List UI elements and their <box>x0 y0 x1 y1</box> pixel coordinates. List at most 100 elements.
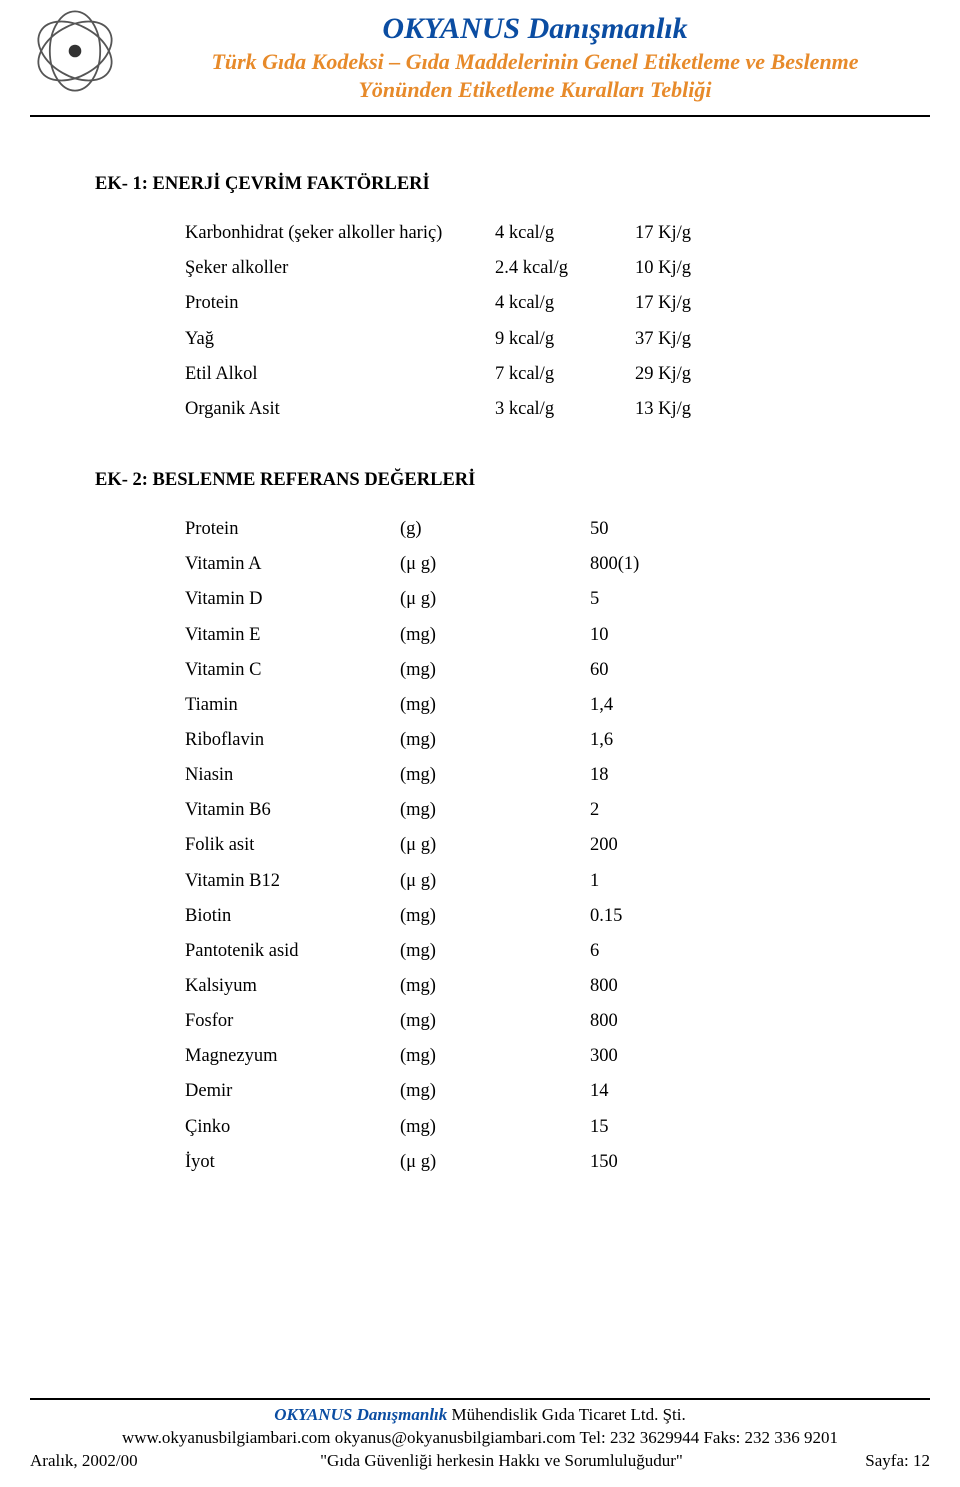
logo-icon <box>30 6 120 96</box>
row-kcal: 2.4 kcal/g <box>495 251 635 286</box>
row-label: Fosfor <box>185 1004 400 1039</box>
row-kj: 37 Kj/g <box>635 322 775 357</box>
row-label: Çinko <box>185 1110 400 1145</box>
row-label: Vitamin B12 <box>185 864 400 899</box>
row-unit: (mg) <box>400 934 590 969</box>
row-unit: (mg) <box>400 1004 590 1039</box>
row-label: Magnezyum <box>185 1039 400 1074</box>
row-unit: (mg) <box>400 758 590 793</box>
row-label: Protein <box>185 286 495 321</box>
row-value: 60 <box>590 653 730 688</box>
row-value: 300 <box>590 1039 730 1074</box>
table-row: Organik Asit 3 kcal/g 13 Kj/g <box>185 392 865 427</box>
row-label: Protein <box>185 512 400 547</box>
table-row: Tiamin(mg)1,4 <box>185 688 865 723</box>
row-label: Demir <box>185 1074 400 1109</box>
footer-contact: www.okyanusbilgiambari.com okyanus@okyan… <box>0 1427 960 1450</box>
table-row: Kalsiyum(mg)800 <box>185 969 865 1004</box>
row-label: Organik Asit <box>185 392 495 427</box>
table-row: Etil Alkol 7 kcal/g 29 Kj/g <box>185 357 865 392</box>
row-unit: (mg) <box>400 1039 590 1074</box>
row-label: Etil Alkol <box>185 357 495 392</box>
table-row: Şeker alkoller 2.4 kcal/g 10 Kj/g <box>185 251 865 286</box>
header-top: OKYANUS Danışmanlık Türk Gıda Kodeksi – … <box>30 10 930 103</box>
header-text: OKYANUS Danışmanlık Türk Gıda Kodeksi – … <box>140 10 930 103</box>
row-label: Karbonhidrat (şeker alkoller hariç) <box>185 216 495 251</box>
table-row: Folik asit(μ g)200 <box>185 828 865 863</box>
footer-company-suffix: Mühendislik Gıda Ticaret Ltd. Şti. <box>447 1405 685 1424</box>
page-footer: OKYANUS Danışmanlık Mühendislik Gıda Tic… <box>0 1398 960 1473</box>
table-row: Magnezyum(mg)300 <box>185 1039 865 1074</box>
row-kj: 29 Kj/g <box>635 357 775 392</box>
nutrition-reference-table: Protein(g)50 Vitamin A(μ g)800(1) Vitami… <box>185 512 865 1180</box>
row-label: Biotin <box>185 899 400 934</box>
row-label: Folik asit <box>185 828 400 863</box>
row-label: Vitamin E <box>185 618 400 653</box>
table-row: Vitamin B6(mg)2 <box>185 793 865 828</box>
table-row: İyot(μ g)150 <box>185 1145 865 1180</box>
row-kcal: 7 kcal/g <box>495 357 635 392</box>
footer-date: Aralık, 2002/00 <box>30 1450 138 1473</box>
footer-brand: OKYANUS Danışmanlık <box>274 1405 447 1424</box>
row-label: Tiamin <box>185 688 400 723</box>
page-header: OKYANUS Danışmanlık Türk Gıda Kodeksi – … <box>0 0 960 109</box>
row-label: Şeker alkoller <box>185 251 495 286</box>
row-unit: (mg) <box>400 969 590 1004</box>
footer-motto: "Gıda Güvenliği herkesin Hakkı ve Soruml… <box>320 1450 683 1473</box>
row-unit: (mg) <box>400 793 590 828</box>
table-row: Pantotenik asid(mg)6 <box>185 934 865 969</box>
row-value: 14 <box>590 1074 730 1109</box>
row-value: 800 <box>590 1004 730 1039</box>
row-kcal: 4 kcal/g <box>495 216 635 251</box>
row-label: Vitamin D <box>185 582 400 617</box>
row-label: Vitamin C <box>185 653 400 688</box>
row-value: 800 <box>590 969 730 1004</box>
row-kj: 10 Kj/g <box>635 251 775 286</box>
row-unit: (μ g) <box>400 582 590 617</box>
table-row: Vitamin C(mg)60 <box>185 653 865 688</box>
row-unit: (mg) <box>400 653 590 688</box>
table-row: Vitamin D(μ g)5 <box>185 582 865 617</box>
footer-bottom: Aralık, 2002/00 "Gıda Güvenliği herkesin… <box>0 1450 960 1473</box>
table-row: Vitamin A(μ g)800(1) <box>185 547 865 582</box>
footer-divider <box>30 1398 930 1400</box>
footer-company: OKYANUS Danışmanlık Mühendislik Gıda Tic… <box>0 1404 960 1427</box>
table-row: Biotin(mg)0.15 <box>185 899 865 934</box>
row-kj: 13 Kj/g <box>635 392 775 427</box>
subtitle-line-2: Yönünden Etiketleme Kuralları Tebliği <box>358 77 711 102</box>
row-value: 150 <box>590 1145 730 1180</box>
row-value: 1,4 <box>590 688 730 723</box>
row-value: 5 <box>590 582 730 617</box>
row-label: Niasin <box>185 758 400 793</box>
row-value: 10 <box>590 618 730 653</box>
row-label: Yağ <box>185 322 495 357</box>
table-row: Çinko(mg)15 <box>185 1110 865 1145</box>
energy-factors-table: Karbonhidrat (şeker alkoller hariç) 4 kc… <box>185 216 865 427</box>
footer-page: Sayfa: 12 <box>865 1450 930 1473</box>
row-kj: 17 Kj/g <box>635 286 775 321</box>
row-value: 50 <box>590 512 730 547</box>
table-row: Vitamin B12(μ g)1 <box>185 864 865 899</box>
row-value: 15 <box>590 1110 730 1145</box>
row-kcal: 3 kcal/g <box>495 392 635 427</box>
row-kj: 17 Kj/g <box>635 216 775 251</box>
row-unit: (μ g) <box>400 547 590 582</box>
footer-lines: OKYANUS Danışmanlık Mühendislik Gıda Tic… <box>0 1404 960 1450</box>
row-unit: (μ g) <box>400 1145 590 1180</box>
table-row: Riboflavin(mg)1,6 <box>185 723 865 758</box>
row-unit: (μ g) <box>400 864 590 899</box>
row-unit: (mg) <box>400 1110 590 1145</box>
row-value: 1,6 <box>590 723 730 758</box>
row-unit: (mg) <box>400 688 590 723</box>
row-unit: (mg) <box>400 723 590 758</box>
row-value: 200 <box>590 828 730 863</box>
row-unit: (μ g) <box>400 828 590 863</box>
subtitle-line-1: Türk Gıda Kodeksi – Gıda Maddelerinin Ge… <box>211 49 858 74</box>
row-value: 1 <box>590 864 730 899</box>
section1-title: EK- 1: ENERJİ ÇEVRİM FAKTÖRLERİ <box>95 167 865 202</box>
brand-title: OKYANUS Danışmanlık <box>140 12 930 46</box>
row-label: Riboflavin <box>185 723 400 758</box>
header-subtitle: Türk Gıda Kodeksi – Gıda Maddelerinin Ge… <box>140 48 930 103</box>
row-kcal: 9 kcal/g <box>495 322 635 357</box>
row-unit: (mg) <box>400 1074 590 1109</box>
